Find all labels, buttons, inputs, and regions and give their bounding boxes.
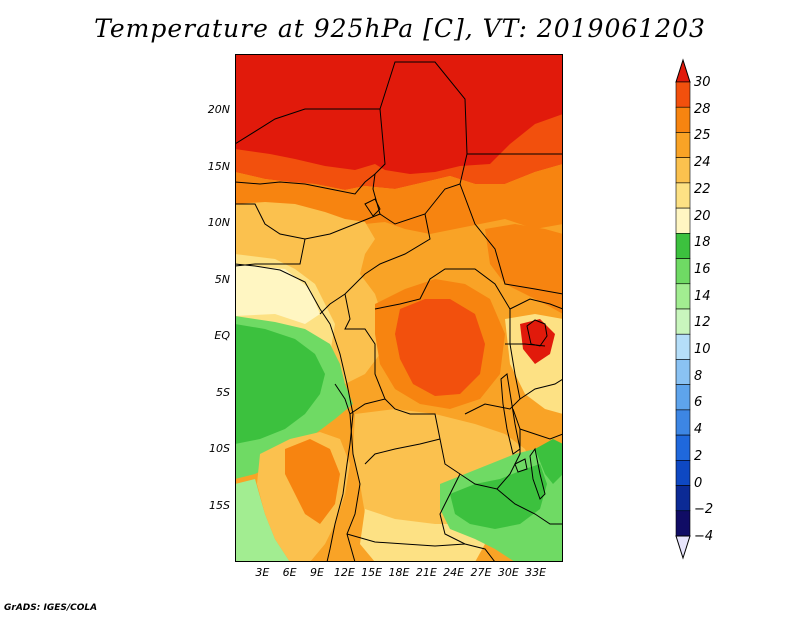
region-atlantic-dark-green — [235, 324, 325, 444]
lat-tick-label: 10N — [207, 216, 230, 230]
colorbar-level-label: 12 — [694, 315, 711, 331]
lon-tick-label: 6E — [282, 566, 297, 579]
lon-tick-label: 18E — [388, 566, 410, 579]
lon-tick-label: 12E — [333, 566, 355, 579]
region-southwest-pale-green — [235, 479, 290, 562]
lon-tick-label: 33E — [525, 566, 547, 579]
lat-tick-label: 10S — [209, 442, 230, 456]
region-warm-southwest — [285, 439, 340, 524]
grads-credit: GrADS: IGES/COLA — [4, 603, 98, 613]
lat-tick-label: 20N — [207, 103, 230, 117]
colorbar-segment — [675, 485, 691, 512]
region-cool-south — [360, 509, 485, 562]
colorbar-level-label: 16 — [694, 261, 711, 277]
colorbar-segment — [675, 384, 691, 411]
colorbar-level-label: 0 — [694, 475, 703, 491]
colorbar-level-label: 22 — [694, 181, 711, 197]
temperature-map — [235, 54, 563, 562]
colorbar-level-label: 24 — [694, 155, 711, 171]
colorbar-level-label: 20 — [694, 208, 711, 224]
colorbar-level-label: 14 — [694, 288, 711, 304]
lat-tick-label: 15N — [207, 159, 230, 173]
colorbar-segment — [675, 132, 691, 158]
lon-tick-label: 24E — [443, 566, 465, 579]
colorbar-level-label: 30 — [694, 75, 711, 90]
colorbar-segment — [675, 233, 691, 259]
map-canvas — [235, 54, 563, 562]
lat-tick-label: 5S — [216, 385, 230, 399]
colorbar-level-label: −2 — [694, 502, 714, 518]
colorbar-segment — [675, 434, 691, 461]
lon-tick-label: 30E — [497, 566, 519, 579]
colorbar-segment — [675, 258, 691, 285]
colorbar-level-label: 25 — [694, 128, 711, 144]
map-border — [235, 54, 563, 562]
colorbar-level-label: 28 — [694, 101, 711, 117]
lon-tick-label: 21E — [415, 566, 437, 579]
region-hot-north — [235, 54, 563, 174]
country-borders — [235, 61, 563, 562]
lat-tick-label: 5N — [214, 272, 230, 286]
colorbar-level-label: −4 — [694, 529, 714, 544]
colorbar-segment — [675, 182, 691, 209]
colorbar-level-label: 4 — [694, 422, 703, 438]
colorbar-level-label: 18 — [694, 235, 711, 251]
lon-tick-label: 3E — [255, 566, 270, 579]
west-coastline — [235, 263, 354, 562]
lake-victoria — [526, 319, 548, 347]
colorbar-level-label: 10 — [694, 342, 711, 358]
colorbar-segment — [675, 157, 691, 184]
lon-tick-label: 15E — [361, 566, 383, 579]
region-dark-green-malawi — [535, 439, 563, 484]
colorbar-segment — [675, 359, 691, 385]
colorbar-segment — [675, 460, 691, 486]
colorbar-top-arrow — [675, 58, 691, 83]
lake-outlines — [364, 198, 548, 500]
colorbar-bottom-arrow — [675, 535, 691, 560]
colorbar-segment — [675, 106, 691, 133]
region-pale-coast — [235, 264, 320, 324]
colorbar-segment — [675, 409, 691, 436]
colorbar-segment — [675, 308, 691, 335]
lake-chad — [364, 198, 381, 217]
region-warm-east — [485, 224, 563, 314]
colorbar-level-label: 6 — [694, 395, 703, 411]
map-title: Temperature at 925hPa [C], VT: 201906120… — [94, 14, 706, 43]
colorbar-segment — [675, 81, 691, 108]
colorbar-level-label: 2 — [694, 448, 703, 464]
lon-tick-label: 9E — [310, 566, 324, 579]
colorbar-segment — [675, 207, 691, 234]
colorbar-segment — [675, 510, 691, 537]
colorbar-canvas — [675, 58, 691, 560]
lat-tick-label: EQ — [214, 329, 230, 343]
colorbar-level-label: 8 — [694, 368, 703, 384]
region-dark-green-southeast — [450, 464, 547, 529]
lake-tanganyika — [500, 373, 521, 455]
region-very-warm-congo — [395, 299, 485, 396]
lake-malawi — [529, 447, 546, 500]
colorbar-segment — [675, 333, 691, 360]
colorbar-segment — [675, 283, 691, 310]
lake-mweru — [514, 458, 528, 473]
lat-tick-label: 15S — [209, 498, 230, 512]
lon-tick-label: 27E — [470, 566, 492, 579]
colorbar — [675, 58, 691, 560]
